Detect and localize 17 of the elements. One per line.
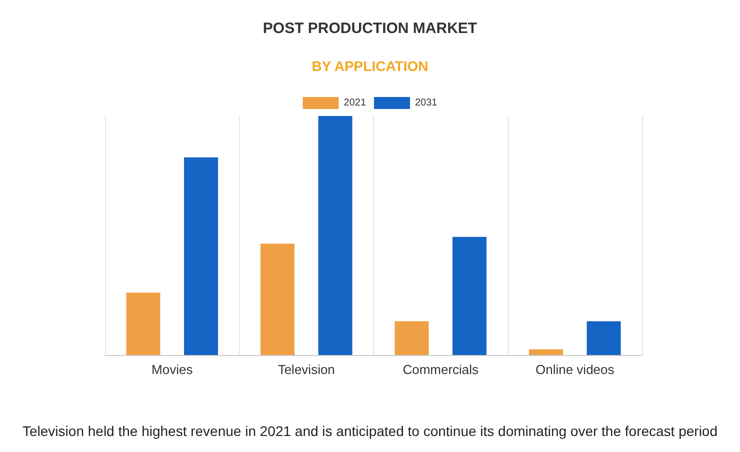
bar — [586, 321, 621, 355]
legend-label: 2031 — [415, 98, 438, 108]
bar — [452, 236, 487, 355]
bar — [126, 292, 160, 355]
bar — [394, 321, 429, 355]
x-tick-label: Movies — [152, 362, 194, 377]
bar — [528, 349, 563, 355]
x-tick-label: Television — [278, 362, 335, 377]
text: Television held the highest revenue in 2021 and is anticipated to continue its dominating over the forecast period — [22, 423, 718, 439]
legend-label: 2021 — [344, 98, 366, 108]
bar — [260, 244, 294, 355]
chart-title: POST PRODUCTION MARKET — [262, 20, 478, 37]
bar — [184, 157, 218, 355]
chart-subtitle: BY APPLICATION — [312, 58, 428, 74]
x-tick-label: Online videos — [535, 362, 615, 377]
x-tick-label: Commercials — [402, 362, 480, 377]
bar — [318, 116, 352, 355]
